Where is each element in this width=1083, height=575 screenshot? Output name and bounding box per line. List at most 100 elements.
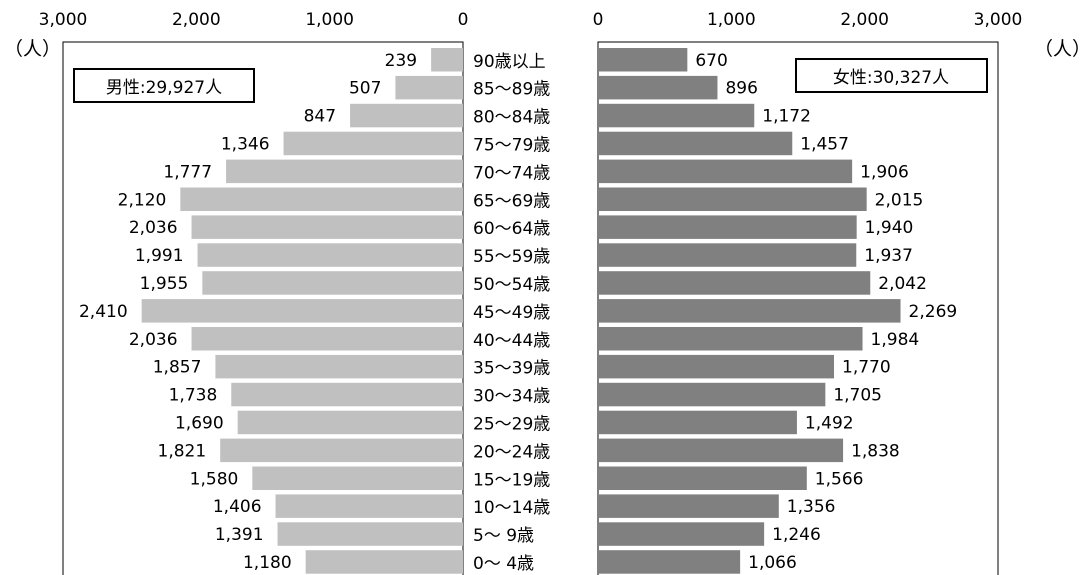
- male-bar: [220, 438, 463, 463]
- female-value-label: 1,246: [772, 525, 821, 545]
- x-tick-label: 1,000: [305, 10, 354, 30]
- male-bar: [237, 410, 463, 435]
- male-value-label: 847: [304, 107, 336, 127]
- female-bar: [598, 410, 797, 435]
- male-bar: [350, 103, 463, 128]
- male-value-label: 1,346: [221, 134, 270, 154]
- female-bar: [598, 327, 863, 351]
- age-group-label: 15～19歳: [473, 470, 550, 490]
- male-value-label: 2,410: [79, 302, 128, 322]
- female-x-axis: 0 1,000 2,000 3,000: [593, 10, 1023, 30]
- female-bar: [598, 494, 779, 518]
- male-bar: [231, 382, 463, 407]
- age-group-label: 35～39歳: [473, 359, 550, 379]
- male-total-label: 男性:29,927人: [106, 78, 222, 98]
- male-bar: [191, 327, 464, 351]
- female-value-label: 1,937: [864, 246, 913, 266]
- male-value-label: 2,036: [129, 330, 178, 350]
- female-value-label: 2,042: [878, 274, 927, 294]
- male-bar: [226, 159, 463, 184]
- female-value-label: 1,457: [800, 134, 849, 154]
- female-bar: [598, 466, 807, 490]
- male-value-label: 239: [385, 51, 417, 71]
- female-value-label: 1,566: [815, 469, 864, 489]
- female-bar: [598, 299, 901, 323]
- male-bar: [277, 522, 463, 546]
- male-value-label: 1,406: [213, 497, 262, 517]
- female-bar: [598, 103, 755, 128]
- male-bar: [191, 215, 464, 239]
- unit-label-left: （人）: [4, 38, 61, 60]
- female-bar: [598, 438, 844, 463]
- age-group-label: 40～44歳: [473, 331, 550, 351]
- x-tick-label: 3,000: [974, 10, 1023, 30]
- male-value-label: 1,955: [140, 274, 189, 294]
- x-tick-label: 0: [458, 10, 469, 30]
- male-bar: [180, 187, 464, 211]
- age-group-label: 80～84歳: [473, 108, 550, 128]
- male-bar: [252, 466, 463, 490]
- age-group-label: 25～29歳: [473, 414, 550, 434]
- age-group-label: 85～89歳: [473, 80, 550, 100]
- female-value-label: 1,356: [787, 497, 836, 517]
- female-bar: [598, 131, 793, 156]
- female-value-label: 2,269: [909, 302, 958, 322]
- age-group-label: 30～34歳: [473, 387, 550, 407]
- male-value-label: 1,580: [190, 469, 239, 489]
- female-value-label: 1,940: [865, 218, 914, 238]
- female-value-label: 2,015: [875, 190, 924, 210]
- age-group-label: 55～59歳: [473, 247, 550, 267]
- male-value-label: 2,120: [118, 190, 167, 210]
- male-total-box: 男性:29,927人: [73, 68, 255, 103]
- x-tick-label: 2,000: [840, 10, 889, 30]
- female-bar: [598, 271, 871, 295]
- unit-label-right: （人）: [1034, 38, 1083, 60]
- male-value-label: 507: [349, 79, 381, 99]
- male-bar: [141, 299, 463, 323]
- male-bar: [215, 354, 463, 379]
- male-value-label: 1,777: [163, 162, 212, 182]
- male-bar: [202, 271, 464, 295]
- male-bar: [283, 131, 463, 156]
- x-tick-label: 1,000: [707, 10, 756, 30]
- female-bar: [598, 382, 826, 407]
- age-group-labels: 90歳以上 85～89歳 80～84歳 75～79歳 70～74歳 65～69歳 60～64…: [473, 52, 550, 574]
- male-bar: [395, 75, 463, 100]
- female-value-label: 1,770: [842, 358, 891, 378]
- age-group-label: 0～ 4歳: [473, 554, 534, 574]
- male-x-axis: 3,000 2,000 1,000 0: [39, 10, 469, 30]
- male-bar: [275, 494, 463, 518]
- x-tick-label: 2,000: [172, 10, 221, 30]
- female-value-label: 1,705: [833, 386, 882, 406]
- age-group-label: 5～ 9歳: [473, 526, 534, 546]
- male-value-label: 1,857: [153, 358, 202, 378]
- age-group-label: 20～24歳: [473, 442, 550, 462]
- male-value-label: 1,391: [215, 525, 264, 545]
- x-tick-label: 3,000: [39, 10, 88, 30]
- female-bar: [598, 522, 765, 546]
- age-group-label: 70～74歳: [473, 163, 550, 183]
- age-group-label: 45～49歳: [473, 303, 550, 323]
- female-total-box: 女性:30,327人: [795, 58, 988, 93]
- male-value-label: 1,821: [158, 441, 207, 461]
- age-group-label: 75～79歳: [473, 135, 550, 155]
- male-bar: [197, 243, 464, 267]
- age-group-label: 65～69歳: [473, 191, 550, 211]
- female-bar: [598, 354, 834, 379]
- female-bar: [598, 75, 718, 100]
- age-group-label: 60～64歳: [473, 219, 550, 239]
- age-group-label: 50～54歳: [473, 275, 550, 295]
- male-bar: [431, 48, 463, 72]
- male-value-label: 1,690: [175, 413, 224, 433]
- male-value-label: 2,036: [129, 218, 178, 238]
- female-total-label: 女性:30,327人: [833, 68, 949, 88]
- male-value-label: 1,180: [243, 553, 292, 573]
- female-bar: [598, 187, 867, 211]
- female-value-label: 1,172: [762, 107, 811, 127]
- female-bar: [598, 159, 853, 184]
- male-value-label: 1,991: [135, 246, 184, 266]
- female-value-label: 1,838: [851, 441, 900, 461]
